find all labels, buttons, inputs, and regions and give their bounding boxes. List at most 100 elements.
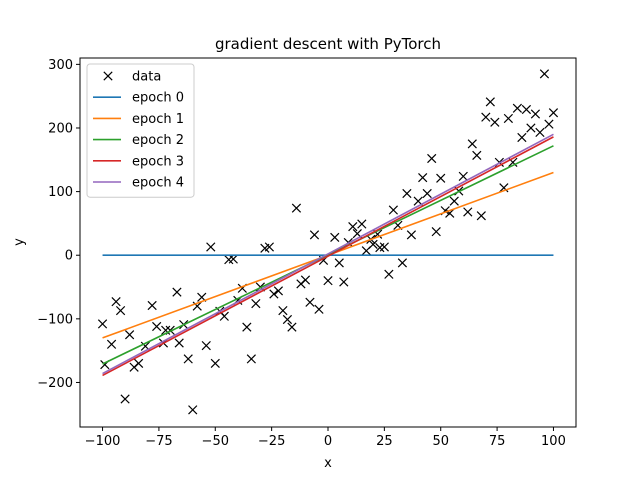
data-point	[210, 358, 220, 369]
legend-label: epoch 1	[132, 112, 184, 127]
x-tick-label: 0	[324, 434, 332, 449]
data-point	[472, 150, 482, 160]
data-point-stroke	[418, 172, 428, 183]
data-point	[192, 301, 202, 311]
data-point-stroke	[508, 157, 518, 167]
data-point-stroke	[413, 196, 423, 206]
data-point-stroke	[463, 207, 473, 217]
data-point-stroke	[481, 112, 491, 122]
data-point	[147, 300, 157, 311]
data-point	[526, 123, 536, 133]
data-point	[246, 354, 256, 364]
data-point-stroke	[273, 286, 284, 296]
y-tick-label: 300	[48, 58, 73, 73]
data-point	[323, 276, 333, 286]
x-tick-label: 100	[541, 434, 566, 449]
data-point-stroke	[388, 205, 399, 215]
data-point	[427, 153, 437, 164]
y-tick-label: −100	[37, 312, 73, 327]
data-point-stroke	[140, 341, 151, 351]
data-point	[402, 188, 412, 199]
data-point-stroke	[521, 104, 532, 115]
data-point-stroke	[147, 300, 157, 311]
y-tick-label: 100	[48, 185, 73, 200]
series-line-epoch-3	[102, 136, 554, 377]
data-point-stroke	[314, 304, 324, 314]
data-point-stroke	[174, 338, 184, 348]
data-point	[422, 188, 432, 199]
data-point	[330, 232, 340, 243]
plot-area	[97, 69, 559, 415]
series-line-epoch-2	[102, 145, 554, 365]
data-point-stroke	[526, 123, 536, 133]
data-point	[418, 172, 428, 183]
data-point-stroke	[334, 258, 344, 268]
data-point-stroke	[406, 230, 417, 240]
data-point-stroke	[339, 277, 349, 287]
data-point-stroke	[192, 301, 202, 311]
x-tick-label: −25	[258, 434, 285, 449]
data-point	[120, 394, 130, 404]
data-point	[463, 207, 473, 217]
y-tick-label: 0	[65, 249, 73, 264]
data-point	[517, 132, 527, 143]
x-tick-label: −50	[202, 434, 229, 449]
data-point-stroke	[503, 113, 513, 124]
legend-item: epoch 2	[93, 133, 184, 148]
legend-marker	[103, 71, 113, 81]
data-point	[357, 219, 367, 229]
data-point-stroke	[287, 322, 297, 332]
data-point	[485, 97, 495, 107]
legend-item: epoch 0	[93, 91, 184, 106]
data-point	[282, 314, 293, 325]
legend-item: data	[103, 70, 161, 85]
data-point-stroke	[472, 150, 482, 160]
data-point-stroke	[161, 325, 171, 335]
data-point	[449, 196, 459, 206]
data-point-stroke	[357, 219, 367, 229]
data-point-stroke	[201, 340, 211, 351]
data-point-stroke	[490, 117, 500, 127]
data-point-stroke	[188, 405, 198, 415]
legend-label: epoch 2	[132, 133, 184, 148]
data-point-stroke	[219, 311, 229, 321]
x-tick-label: 25	[376, 434, 393, 449]
data-point-stroke	[206, 242, 216, 252]
data-point-stroke	[530, 109, 541, 119]
data-point-stroke	[476, 211, 486, 221]
data-point-stroke	[485, 97, 495, 107]
data-point	[530, 109, 541, 119]
data-point	[251, 298, 261, 309]
data-point	[334, 258, 344, 268]
data-point	[512, 103, 523, 113]
data-point	[273, 286, 284, 296]
data-point	[300, 275, 311, 285]
legend-label: data	[132, 70, 161, 85]
data-point-stroke	[431, 227, 441, 237]
data-point-stroke	[544, 119, 554, 129]
data-point-stroke	[305, 297, 315, 307]
data-point-stroke	[445, 208, 455, 218]
x-tick-label: 75	[489, 434, 506, 449]
legend: data epoch 0 epoch 1 epoch 2 epoch 3 epoch 4	[86, 63, 195, 198]
data-point	[291, 203, 302, 213]
data-point-stroke	[379, 242, 389, 252]
data-point	[242, 322, 252, 332]
data-point	[397, 258, 408, 268]
data-point-stroke	[384, 269, 394, 279]
data-point-stroke	[372, 229, 383, 239]
data-point	[106, 339, 117, 349]
legend-label: epoch 3	[132, 154, 184, 169]
data-point-stroke	[106, 339, 117, 349]
data-point	[436, 173, 446, 183]
legend-item: epoch 1	[93, 112, 184, 127]
data-point	[124, 330, 135, 340]
data-point-stroke	[172, 287, 182, 297]
data-point-stroke	[352, 228, 362, 239]
data-point-stroke	[97, 319, 108, 329]
data-point	[115, 305, 126, 316]
data-point	[287, 322, 297, 332]
data-point-stroke	[402, 188, 412, 199]
data-point-stroke	[120, 394, 130, 404]
